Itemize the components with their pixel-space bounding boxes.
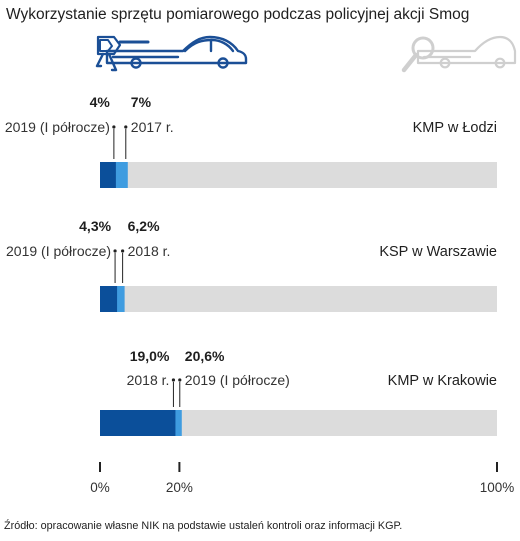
group-label: KSP w Warszawie	[379, 244, 497, 260]
leader-dot	[121, 249, 125, 253]
period-label: 2018 r.	[128, 243, 171, 259]
leader-dot	[178, 378, 182, 382]
value-label: 7%	[131, 94, 152, 110]
leader-dot	[124, 125, 128, 129]
bar-track	[100, 162, 497, 188]
axis-tick-label: 20%	[166, 480, 193, 495]
period-label: 2019 (I półrocze)	[6, 243, 111, 259]
value-label: 4%	[90, 94, 111, 110]
axis-tick-label: 100%	[480, 480, 515, 495]
period-label: 2017 r.	[131, 119, 174, 135]
group-label: KMP w Krakowie	[388, 373, 497, 389]
period-label: 2018 r.	[127, 372, 170, 388]
source-note: Źródło: opracowanie własne NIK na podsta…	[4, 520, 403, 532]
bar-dark	[100, 162, 116, 188]
group-label: KMP w Łodzi	[413, 120, 497, 136]
value-label: 6,2%	[128, 218, 160, 234]
value-label: 4,3%	[79, 218, 111, 234]
bar-group: KMP w Krakowie 19,0% 2018 r. 20,6% 2019 (I p…	[100, 348, 497, 436]
bar-dark	[100, 410, 176, 436]
bar-dark	[100, 286, 118, 312]
bar-group: KSP w Warszawie 4,3% 2019 (I półrocze) 6,2%…	[6, 218, 497, 312]
axis-tick-label: 0%	[90, 480, 110, 495]
bar-group: KMP w Łodzi 4% 2019 (I półrocze) 7% 2017 r.	[5, 94, 497, 188]
period-label: 2019 (I półrocze)	[5, 119, 110, 135]
car-with-speed-camera-icon	[95, 35, 248, 72]
chart-title: Wykorzystanie sprzętu pomiarowego podcza…	[6, 6, 470, 23]
leader-dot	[171, 378, 176, 382]
value-label: 19,0%	[130, 348, 170, 364]
car-with-magnifier-icon	[401, 35, 517, 73]
leader-dot	[112, 125, 116, 129]
period-label: 2019 (I półrocze)	[185, 372, 290, 388]
leader-dot	[113, 249, 117, 253]
value-label: 20,6%	[185, 348, 225, 364]
bar-track	[100, 286, 497, 312]
